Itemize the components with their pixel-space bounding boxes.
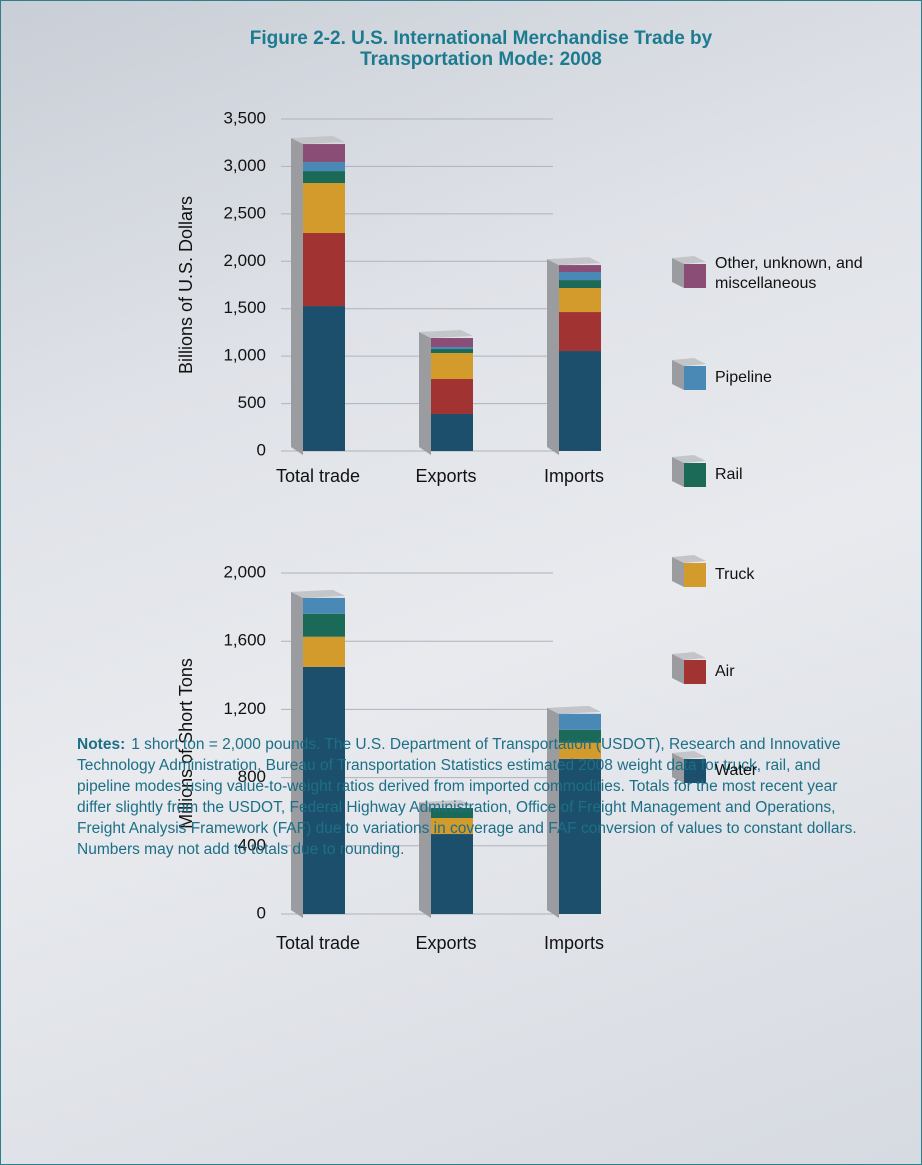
bar-side	[291, 591, 303, 918]
bar-segment	[559, 351, 601, 451]
x-tick-label: Imports	[544, 466, 604, 486]
notes-text: 1 short ton = 2,000 pounds. The U.S. Dep…	[77, 736, 857, 858]
y-tick-label: 400	[238, 835, 266, 854]
bar-cap	[291, 136, 345, 145]
legend-swatch	[684, 563, 706, 587]
y-axis-label: Millions of Short Tons	[176, 658, 196, 829]
legend-label: Rail	[715, 466, 743, 483]
x-tick-label: Exports	[415, 466, 476, 486]
legend-cap	[672, 358, 706, 366]
y-tick-label: 3,500	[223, 108, 266, 127]
bar-cap	[419, 799, 473, 808]
bar-segment	[303, 597, 345, 614]
y-tick-label: 2,500	[223, 203, 266, 222]
y-tick-label: 500	[238, 393, 266, 412]
bar-segment	[431, 353, 473, 380]
bar-segment	[559, 280, 601, 289]
bar-cap	[547, 705, 601, 714]
bar-segment	[559, 742, 601, 759]
y-tick-label: 0	[257, 440, 266, 459]
y-tick-label: 0	[257, 903, 266, 922]
bar-segment	[559, 272, 601, 281]
bar-side	[547, 259, 559, 455]
y-tick-label: 1,000	[223, 346, 266, 365]
notes-label: Notes:	[77, 736, 126, 753]
bar-segment	[559, 729, 601, 743]
bar-segment	[559, 288, 601, 313]
bar-segment	[303, 183, 345, 234]
legend-swatch	[684, 264, 706, 288]
legend-label: Truck	[715, 566, 755, 583]
legend-side	[672, 654, 684, 684]
legend-side	[672, 753, 684, 783]
bar-side	[291, 138, 303, 455]
legend-swatch	[684, 463, 706, 487]
bar-segment	[559, 713, 601, 730]
x-tick-label: Exports	[415, 933, 476, 953]
bar-segment	[431, 807, 473, 819]
notes: Notes: 1 short ton = 2,000 pounds. The U.…	[77, 734, 867, 860]
bar-cap	[547, 257, 601, 266]
bar-segment	[303, 636, 345, 667]
bar-segment	[303, 666, 345, 914]
y-tick-label: 2,000	[223, 562, 266, 581]
bar-segment	[431, 818, 473, 835]
legend-side	[672, 457, 684, 487]
legend-cap	[672, 256, 706, 264]
bar-segment	[303, 306, 345, 451]
y-tick-label: 1,500	[223, 298, 266, 317]
bar-segment	[303, 613, 345, 637]
bar-segment	[559, 312, 601, 352]
bar-segment	[303, 162, 345, 172]
y-tick-label: 800	[238, 767, 266, 786]
y-tick-label: 1,600	[223, 631, 266, 650]
legend-swatch	[684, 759, 706, 783]
bar-segment	[303, 171, 345, 184]
legend-swatch	[684, 366, 706, 390]
legend-cap	[672, 455, 706, 463]
bar-segment	[431, 379, 473, 415]
legend-label: Pipeline	[715, 369, 772, 386]
legend-label: Water	[715, 762, 758, 779]
bar-segment	[431, 414, 473, 451]
bar-segment	[303, 233, 345, 307]
y-tick-label: 1,200	[223, 699, 266, 718]
bar-side	[547, 707, 559, 918]
bar-segment	[303, 144, 345, 163]
legend-cap	[672, 555, 706, 563]
legend-side	[672, 360, 684, 390]
legend-swatch	[684, 660, 706, 684]
bar-segment	[431, 349, 473, 354]
x-tick-label: Imports	[544, 933, 604, 953]
legend-cap	[672, 751, 706, 759]
bar-side	[419, 801, 431, 918]
chart-title: Figure 2-2. U.S. International Merchandi…	[249, 28, 713, 70]
bar-segment	[431, 338, 473, 348]
x-tick-label: Total trade	[276, 933, 360, 953]
x-tick-label: Total trade	[276, 466, 360, 486]
bar-segment	[559, 265, 601, 273]
y-axis-label: Billions of U.S. Dollars	[176, 196, 196, 374]
y-tick-label: 3,000	[223, 156, 266, 175]
legend-side	[672, 557, 684, 587]
bar-side	[419, 332, 431, 455]
bar-segment	[431, 347, 473, 350]
legend-cap	[672, 652, 706, 660]
legend-label: Air	[715, 663, 735, 680]
bar-segment	[431, 834, 473, 914]
bar-cap	[419, 330, 473, 339]
legend-label: Other, unknown, and miscellaneous	[715, 255, 863, 292]
bar-segment	[559, 759, 601, 914]
legend-side	[672, 258, 684, 288]
y-tick-label: 2,000	[223, 251, 266, 270]
bar-cap	[291, 589, 345, 598]
